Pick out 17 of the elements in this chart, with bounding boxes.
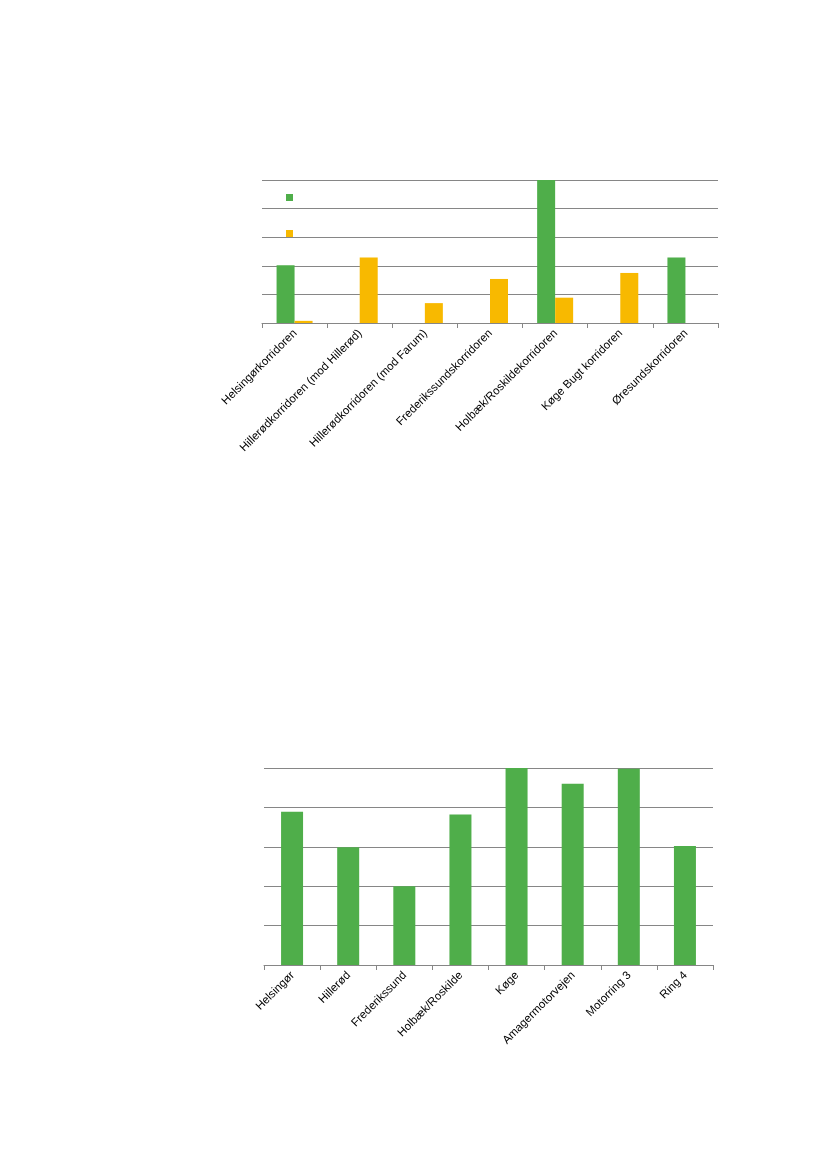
bar: [561, 783, 584, 965]
bar: [393, 886, 416, 965]
bar: [505, 768, 528, 965]
bar: [337, 847, 360, 965]
bar: [359, 257, 378, 323]
bar: [673, 846, 696, 965]
bar: [424, 303, 443, 323]
bar: [281, 811, 304, 965]
bar: [490, 278, 508, 323]
bar: [276, 265, 295, 323]
bar: [555, 297, 574, 323]
bar: [667, 257, 686, 323]
bar: [537, 180, 556, 323]
bar: [294, 320, 313, 323]
bar: [617, 768, 640, 965]
bar: [620, 272, 639, 323]
bar: [449, 814, 472, 965]
